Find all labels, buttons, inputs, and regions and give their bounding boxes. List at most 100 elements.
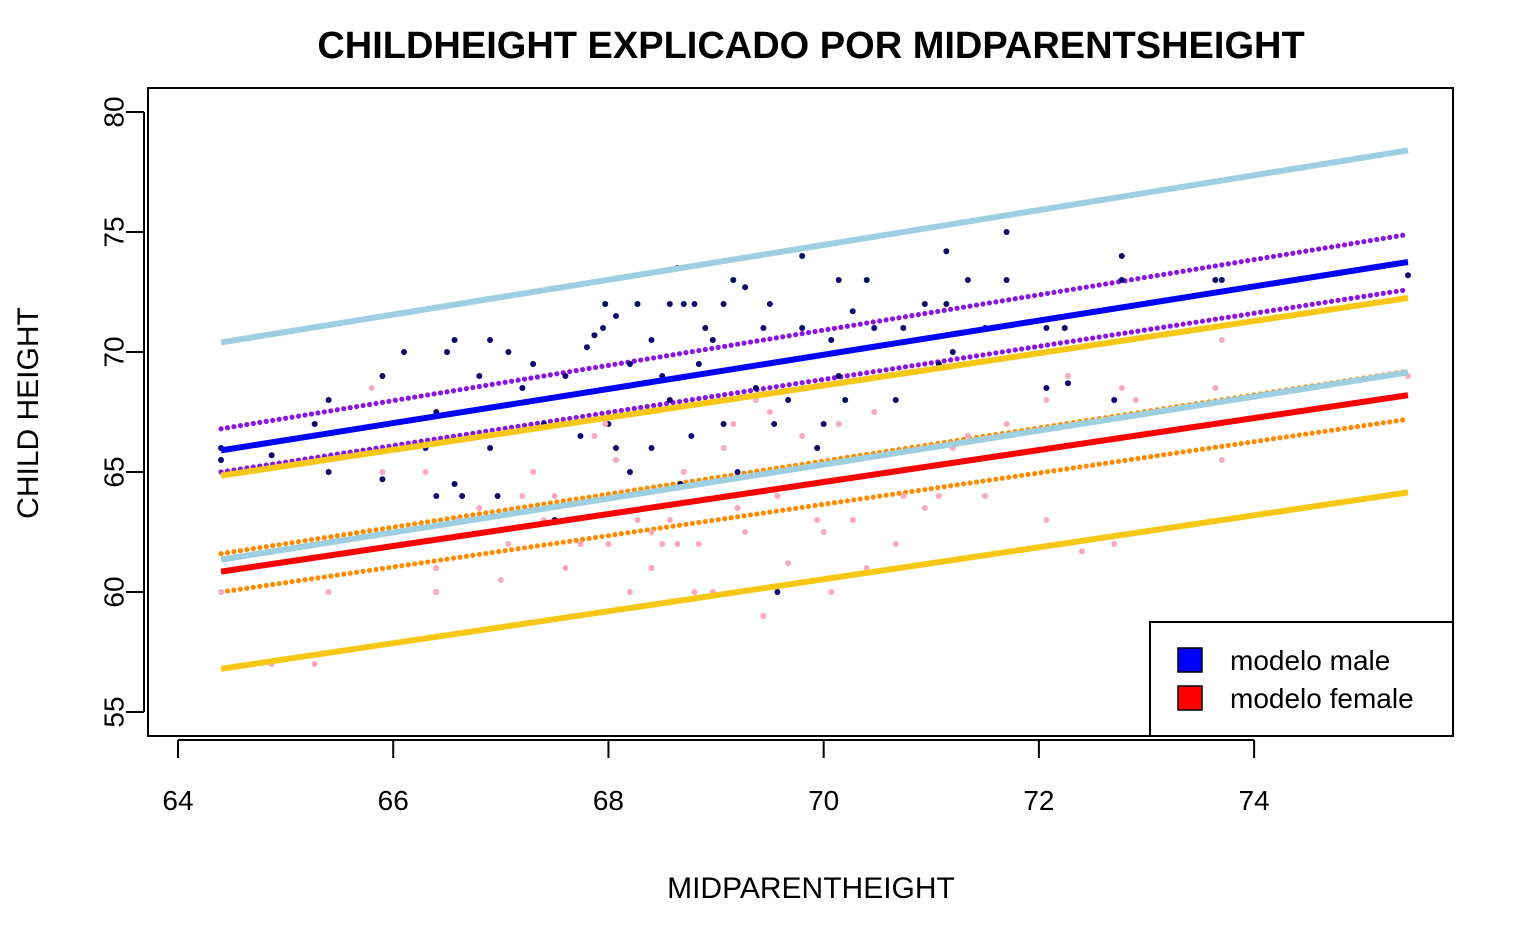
fitted-point <box>1309 430 1315 436</box>
fitted-point <box>1296 432 1302 438</box>
fitted-point <box>431 558 437 564</box>
data-point <box>1043 397 1050 403</box>
fitted-point <box>1038 291 1044 298</box>
fitted-point <box>1219 315 1225 321</box>
fitted-point <box>1225 314 1231 320</box>
fitted-point <box>1128 456 1135 463</box>
fitted-point <box>638 357 644 363</box>
fitted-point <box>347 570 353 576</box>
fitted-point <box>1400 232 1406 238</box>
fitted-point <box>734 341 741 347</box>
fitted-point <box>812 378 818 384</box>
fitted-point <box>1193 319 1199 325</box>
fitted-point <box>967 354 973 360</box>
fitted-point <box>1309 247 1315 253</box>
fitted-point <box>496 548 502 555</box>
data-point <box>325 589 332 595</box>
fitted-point <box>560 416 566 423</box>
data-point <box>476 505 483 511</box>
fitted-point <box>1154 272 1160 279</box>
fitted-point <box>444 516 450 522</box>
fitted-point <box>1044 290 1051 297</box>
fitted-point <box>476 429 482 435</box>
data-point <box>828 589 835 595</box>
fitted-point <box>547 418 553 424</box>
fitted-point <box>1322 428 1328 434</box>
fitted-point <box>302 538 308 544</box>
fitted-point <box>683 521 689 527</box>
fitted-point <box>1103 281 1109 287</box>
fitted-point <box>767 336 773 342</box>
fitted-point <box>773 384 779 390</box>
fitted-point <box>1283 434 1289 440</box>
fitted-point <box>502 425 508 431</box>
fitted-point <box>392 397 398 403</box>
fitted-point <box>1064 339 1070 345</box>
fitted-point <box>1380 420 1386 426</box>
fitted-point <box>676 351 683 357</box>
fitted-point <box>1232 260 1238 266</box>
fitted-point <box>534 502 541 508</box>
fitted-point <box>696 519 702 526</box>
fitted-point <box>747 339 754 345</box>
fitted-point <box>1380 290 1386 297</box>
fitted-point <box>1296 249 1302 255</box>
fitted-point <box>347 405 353 411</box>
fitted-point <box>799 504 805 511</box>
data-point <box>487 337 494 343</box>
fitted-point <box>709 393 715 400</box>
fitted-point <box>515 505 521 511</box>
data-point <box>674 541 681 547</box>
fitted-point <box>470 552 476 558</box>
fitted-point <box>1083 336 1089 342</box>
fitted-point <box>547 372 553 378</box>
data-point <box>921 301 928 307</box>
fitted-point <box>276 580 282 587</box>
fitted-point <box>1348 241 1354 247</box>
fitted-point <box>980 301 986 307</box>
fitted-point <box>341 532 347 538</box>
male-upper-prediction-line <box>220 147 1409 346</box>
fitted-point <box>489 549 495 556</box>
data-point <box>766 301 773 307</box>
fitted-point <box>709 345 715 352</box>
fitted-point <box>521 545 528 551</box>
fitted-point <box>1238 440 1244 447</box>
fitted-point <box>902 314 909 320</box>
data-point <box>835 421 842 427</box>
fitted-point <box>1141 274 1147 281</box>
data-point <box>602 421 609 427</box>
legend-swatch-female <box>1177 685 1203 711</box>
fitted-point <box>741 340 747 346</box>
fitted-point <box>1161 324 1167 330</box>
fitted-point <box>334 533 340 539</box>
data-point <box>626 469 633 475</box>
fitted-point <box>1193 447 1199 453</box>
fitted-point <box>1206 445 1212 451</box>
fitted-point <box>793 381 799 387</box>
fitted-point <box>592 534 599 541</box>
fitted-point <box>1051 289 1057 295</box>
fitted-point <box>741 513 747 519</box>
fitted-point <box>715 393 721 399</box>
fitted-point <box>444 389 450 395</box>
fitted-point <box>308 537 315 543</box>
fitted-point <box>1328 298 1335 304</box>
fitted-point <box>896 315 902 321</box>
fitted-point <box>257 545 263 551</box>
fitted-point <box>625 406 631 413</box>
fitted-point <box>366 528 373 534</box>
fitted-point <box>767 509 773 515</box>
data-point <box>519 493 526 499</box>
fitted-point <box>612 532 618 538</box>
fitted-point <box>1277 435 1283 441</box>
data-point <box>1132 397 1139 403</box>
fitted-point <box>980 478 986 484</box>
fitted-point <box>1083 463 1089 469</box>
fitted-point <box>1199 446 1206 452</box>
y-tick-label: 75 <box>99 216 130 247</box>
data-point <box>921 505 928 511</box>
fitted-point <box>722 343 728 349</box>
data-point <box>1212 277 1219 283</box>
fitted-point <box>418 520 424 526</box>
